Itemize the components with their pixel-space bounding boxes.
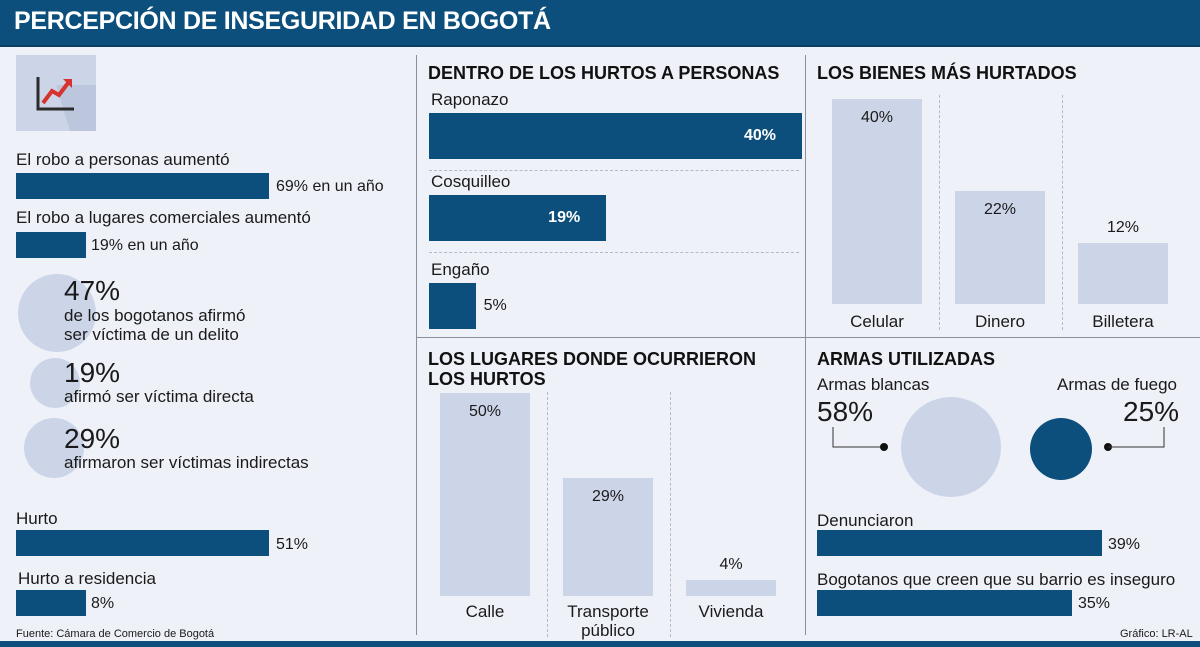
page-title: PERCEPCIÓN DE INSEGURIDAD EN BOGOTÁ	[14, 7, 551, 35]
trend-up-chart-icon	[16, 55, 96, 131]
circle-29-pct: 29%	[64, 423, 121, 454]
bar-robo-personas	[16, 173, 269, 199]
lugares-label-calle: Calle	[465, 602, 505, 621]
bienes-label-billetera: Billetera	[1092, 312, 1154, 331]
armas-blancas-label: Armas blancas	[817, 375, 930, 394]
hp-value-raponazo: 40%	[744, 127, 777, 144]
divider-horizontal	[416, 337, 1200, 338]
type-value-hurto: 51%	[276, 536, 309, 553]
hp-value-engano: 5%	[483, 297, 507, 314]
circle-47	[18, 274, 96, 352]
circle-47-pct: 47%	[64, 275, 121, 306]
bienes-label-celular: Celular	[850, 312, 904, 331]
armas-blancas-value: 58%	[817, 396, 874, 427]
barrio-inseguro-value: 35%	[1078, 595, 1111, 612]
lugares-label-transporte: Transporte	[567, 602, 649, 621]
lugares-label-vivienda: Vivienda	[698, 602, 764, 621]
armas-fuego-leader	[1104, 427, 1165, 451]
circle-19-text1: afirmó ser víctima directa	[64, 387, 254, 406]
hp-label-raponazo: Raponazo	[431, 90, 509, 109]
header-banner: PERCEPCIÓN DE INSEGURIDAD EN BOGOTÁ	[0, 0, 1200, 47]
hp-label-cosquilleo: Cosquilleo	[431, 172, 511, 191]
lugares-bar-vivienda	[686, 579, 776, 596]
bar-robo-comerciales	[16, 232, 86, 258]
bienes-dash-1	[1061, 95, 1063, 330]
circle-19	[30, 358, 80, 408]
stat-label-robo-personas: El robo a personas aumentó	[16, 150, 230, 169]
hp-bar-cosquilleo	[429, 195, 607, 241]
barrio-inseguro-label: Bogotanos que creen que su barrio es ins…	[817, 570, 1176, 589]
section-title-lugares-1: LOS LUGARES DONDE OCURRIERON	[428, 349, 757, 369]
lugares-label2-transporte: público	[581, 621, 635, 640]
lugares-value-vivienda: 4%	[719, 555, 743, 573]
circle-47-text2: ser víctima de un delito	[64, 325, 239, 344]
lugares-bar-transporte	[563, 478, 653, 596]
bottom-strip	[0, 641, 1200, 647]
bar-hurto	[16, 530, 269, 556]
section-title-lugares-2: LOS HURTOS	[428, 369, 546, 389]
divider-vertical-1	[416, 55, 417, 635]
circle-29	[24, 418, 84, 478]
type-label-hurto: Hurto	[16, 509, 58, 528]
footer-credit: Gráfico: LR-AL	[1120, 628, 1193, 640]
circle-47-text1: de los bogotanos afirmó	[64, 306, 246, 325]
hp-value-cosquilleo: 19%	[548, 209, 581, 226]
lugares-value-transporte: 29%	[591, 488, 625, 506]
type-label-hurto-residencia: Hurto a residencia	[18, 569, 156, 588]
section-title-bienes: LOS BIENES MÁS HURTADOS	[817, 63, 1077, 83]
bienes-value-dinero: 22%	[983, 201, 1017, 219]
armas-fuego-circle	[1030, 418, 1092, 480]
bienes-value-billetera: 12%	[1106, 218, 1140, 236]
bienes-dash-0	[938, 95, 940, 330]
hp-bar-raponazo	[429, 113, 802, 159]
bienes-bar-celular	[832, 99, 922, 304]
bar-hurto-residencia	[16, 590, 86, 616]
circle-19-pct: 19%	[64, 357, 121, 388]
armas-blancas-leader	[832, 427, 888, 451]
section-title-armas: ARMAS UTILIZADAS	[817, 349, 995, 369]
denunciaron-value: 39%	[1108, 536, 1141, 553]
hp-dash-1	[429, 252, 799, 253]
section-title-hurtos-personas: DENTRO DE LOS HURTOS A PERSONAS	[428, 63, 780, 83]
type-value-hurto-residencia: 8%	[91, 595, 115, 612]
bar-denunciaron	[817, 530, 1102, 556]
lugares-value-calle: 50%	[468, 403, 502, 420]
bienes-label-dinero: Dinero	[974, 312, 1026, 331]
armas-fuego-label: Armas de fuego	[1057, 375, 1178, 394]
lugares-dash-0	[546, 392, 548, 637]
footer-source: Fuente: Cámara de Comercio de Bogotá	[16, 628, 215, 640]
armas-blancas-circle	[901, 397, 1001, 497]
circle-29-text1: afirmaron ser víctimas indirectas	[64, 453, 309, 472]
stat-value-robo-comerciales: 19% en un año	[91, 237, 199, 254]
denunciaron-label: Denunciaron	[817, 511, 914, 530]
stat-label-robo-comerciales: El robo a lugares comerciales aumentó	[16, 208, 311, 227]
bar-barrio-inseguro	[817, 590, 1072, 616]
hp-bar-engano	[429, 283, 476, 329]
divider-vertical-2	[805, 55, 806, 635]
hp-dash-0	[429, 170, 799, 171]
bienes-bar-billetera	[1078, 242, 1168, 304]
bienes-value-celular: 40%	[860, 109, 894, 126]
lugares-dash-1	[669, 392, 671, 637]
bienes-bar-dinero	[955, 191, 1045, 304]
armas-fuego-value: 25%	[1123, 396, 1180, 427]
stat-value-robo-personas: 69% en un año	[276, 178, 384, 195]
lugares-bar-calle	[440, 393, 530, 596]
hp-label-engano: Engaño	[431, 260, 490, 279]
